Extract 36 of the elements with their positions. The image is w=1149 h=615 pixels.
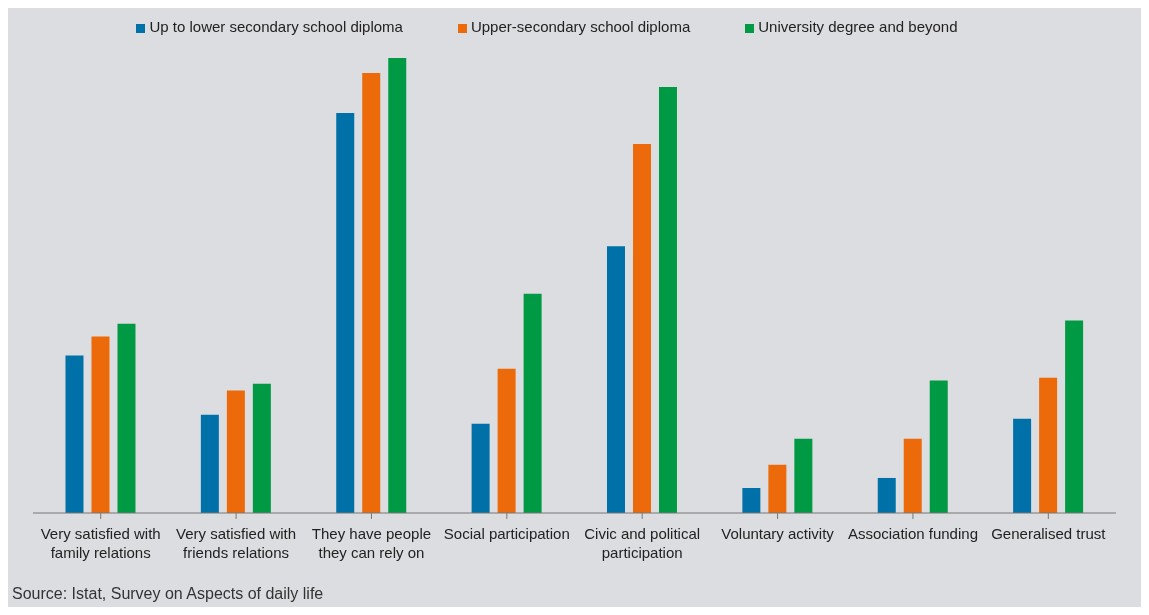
bar (632, 144, 651, 513)
bar (91, 336, 110, 513)
legend-label: Upper-secondary school diploma (470, 18, 691, 35)
bar (362, 73, 381, 513)
bar (1039, 377, 1058, 513)
x-tick-label: Social participation (443, 525, 570, 542)
x-tick-label: They have people they can rely on (311, 525, 432, 561)
legend-label: Up to lower secondary school diploma (149, 18, 403, 35)
bar (794, 438, 813, 513)
bar (768, 464, 787, 513)
x-tick-label: Voluntary activity (721, 525, 835, 542)
bar (226, 390, 245, 513)
bar (65, 355, 84, 513)
x-tick-label: Very satisfied with friends relations (176, 525, 297, 561)
bar (929, 380, 948, 513)
bar (252, 383, 271, 513)
bar (388, 58, 407, 513)
bar (658, 87, 677, 513)
x-tick-label: Very satisfied with family relations (40, 525, 161, 561)
bar (117, 323, 136, 513)
bar (1013, 418, 1032, 513)
bar (903, 438, 922, 513)
bar (497, 368, 516, 513)
x-tick-label: Generalised trust (991, 525, 1107, 542)
x-tick-label: Civic and political participation (584, 525, 701, 561)
bar (742, 487, 761, 513)
bar (471, 423, 490, 513)
bar (606, 246, 625, 513)
bar (200, 414, 219, 513)
legend-label: University degree and beyond (758, 18, 958, 35)
bar (523, 293, 542, 513)
x-tick-label: Association funding (847, 525, 978, 542)
bar (1065, 320, 1084, 513)
bar (336, 113, 355, 513)
source-note: Source: Istat, Survey on Aspects of daily life (11, 584, 325, 604)
bar (877, 477, 896, 513)
